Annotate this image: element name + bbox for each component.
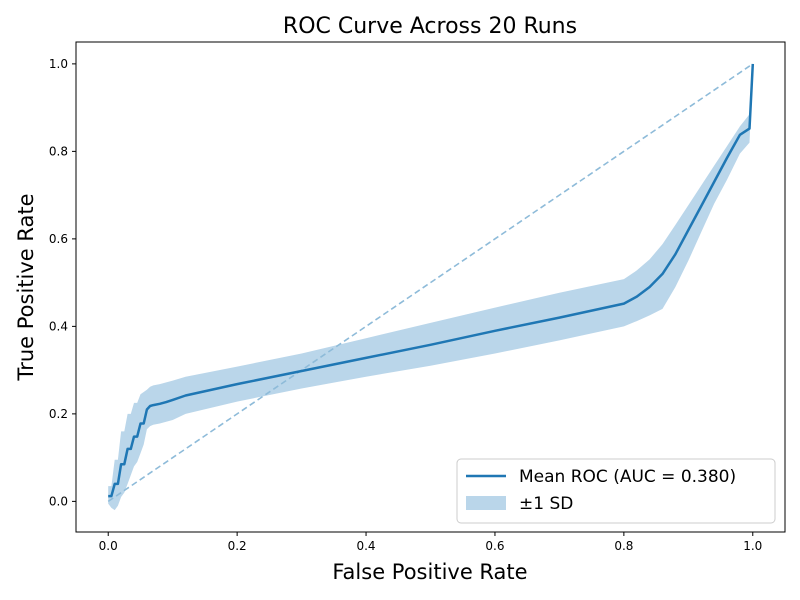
y-axis-title: True Positive Rate: [14, 193, 38, 381]
x-tick-label: 0.4: [356, 539, 375, 553]
legend-box: [456, 458, 776, 524]
x-tick-label: 1.0: [743, 539, 762, 553]
sd-band: [108, 63, 753, 511]
x-axis-title: False Positive Rate: [332, 560, 527, 584]
legend-mean-label: Mean ROC (AUC = 0.380): [519, 467, 736, 487]
y-tick-label: 0.0: [49, 494, 68, 508]
plot-frame: [75, 41, 786, 533]
x-tick-label: 0.2: [228, 539, 247, 553]
x-tick-label: 0.0: [99, 539, 118, 553]
x-tick-label: 0.8: [614, 539, 633, 553]
legend: Mean ROC (AUC = 0.380) ±1 SD: [456, 458, 776, 524]
x-tick-label: 0.6: [485, 539, 504, 553]
mean-roc-line: [108, 63, 755, 498]
y-tick-label: 0.6: [49, 232, 68, 246]
y-tick-label: 1.0: [49, 57, 68, 71]
plot-area: [107, 63, 755, 511]
legend-band-label: ±1 SD: [519, 494, 573, 514]
chance-line: [107, 63, 754, 503]
legend-band-swatch: [466, 496, 506, 510]
y-tick-label: 0.8: [49, 144, 68, 158]
y-tick-label: 0.4: [49, 319, 68, 333]
chart-title: ROC Curve Across 20 Runs: [283, 14, 577, 39]
axes: 0.0 0.2 0.4 0.6 0.8 1.0 0.0 0.2 0.4 0.6 0.8 1.0: [49, 57, 762, 553]
y-tick-label: 0.2: [49, 407, 68, 421]
